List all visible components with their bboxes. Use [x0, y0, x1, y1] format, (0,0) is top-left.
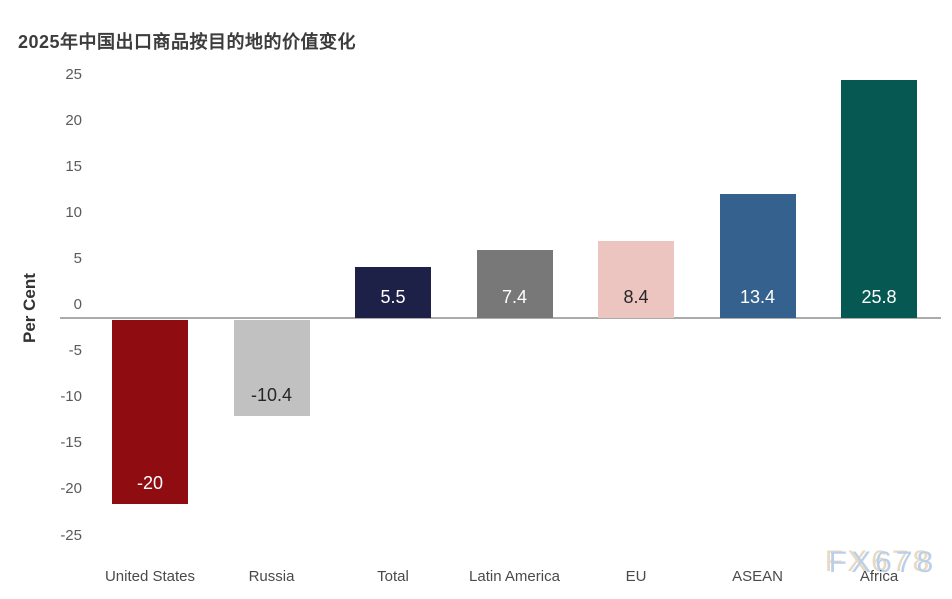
watermark: FX678 [828, 546, 938, 579]
x-label-united-states: United States [104, 568, 196, 585]
bar-africa: 25.8 [841, 80, 917, 318]
bar-russia: -10.4 [233, 320, 310, 416]
x-label-russia: Russia [248, 568, 295, 585]
bar-value-label: 25.8 [861, 286, 897, 307]
x-label-africa: Africa [859, 568, 899, 585]
x-label-total: Total [377, 568, 409, 585]
bar-value-label: 13.4 [739, 286, 776, 307]
bar-value-label: 7.4 [501, 286, 528, 307]
bar-value-label: -20 [136, 473, 163, 494]
bar-asean: 13.4 [719, 194, 796, 318]
y-tick-25: 25 [65, 65, 82, 83]
y-tick-20: 20 [65, 111, 82, 129]
x-label-latin-america: Latin America [469, 568, 560, 585]
y-tick--15: -15 [60, 434, 82, 452]
y-tick--25: -25 [60, 526, 82, 544]
x-label-eu: EU [625, 568, 647, 585]
bar-united-states: -20 [112, 320, 188, 505]
zero-axis-line [60, 317, 941, 319]
y-tick-0: 0 [73, 296, 82, 313]
y-tick--20: -20 [60, 480, 82, 498]
chart-title: 2025年中国出口商品按目的地的价值变化 [18, 32, 357, 52]
bar-value-label: 8.4 [623, 286, 649, 307]
bar-latin-america: 7.4 [476, 249, 553, 318]
y-tick-10: 10 [65, 203, 82, 221]
y-tick--10: -10 [60, 388, 82, 406]
bar-total: 5.5 [355, 267, 431, 318]
bar-value-label: -10.4 [250, 384, 293, 405]
y-tick--5: -5 [68, 342, 82, 360]
bar-eu: 8.4 [598, 240, 674, 318]
bar-value-label: 5.5 [380, 286, 406, 307]
y-tick-15: 15 [65, 157, 82, 175]
x-label-asean: ASEAN [732, 568, 783, 585]
y-tick-5: 5 [73, 249, 82, 267]
